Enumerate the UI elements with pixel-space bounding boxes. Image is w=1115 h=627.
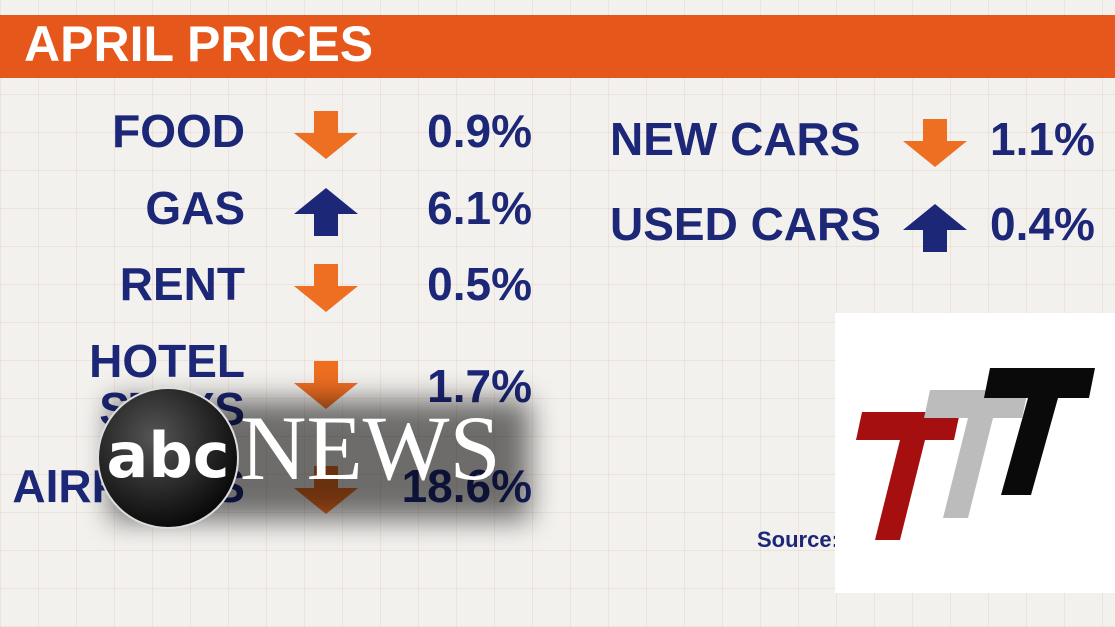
item-change: 6.1% <box>427 182 532 234</box>
arrow-up <box>903 119 967 167</box>
source: Source: <box>757 527 839 552</box>
arrow-down <box>294 188 358 236</box>
rows: FOOD0.9%GAS6.1%RENT0.5%HOTELSTAYS1.7%AIR… <box>12 105 1095 514</box>
abc-mark: abc <box>107 419 230 492</box>
item-label: USED CARS <box>610 198 881 250</box>
item-change: 0.5% <box>427 258 532 310</box>
item-label: RENT <box>120 258 245 310</box>
abc-circle <box>97 387 239 529</box>
item-change: 0.9% <box>427 105 532 157</box>
item-label: HOTEL <box>89 335 245 387</box>
title-bar <box>0 15 1115 78</box>
arrow-up <box>294 264 358 312</box>
item-label: NEW CARS <box>610 113 860 165</box>
arrow-up <box>294 361 358 409</box>
item-change: 1.1% <box>990 113 1095 165</box>
title: APRIL PRICES <box>24 16 373 72</box>
ttt-black <box>984 368 1095 495</box>
arrow-up <box>294 111 358 159</box>
item-label: FOOD <box>112 105 245 157</box>
abc-wordmark: NEWS <box>240 397 501 499</box>
arrow-down <box>903 204 967 252</box>
item-change: 0.4% <box>990 198 1095 250</box>
ttt-red <box>856 412 960 540</box>
ttt-gray <box>924 390 1028 518</box>
item-label: GAS <box>145 182 245 234</box>
